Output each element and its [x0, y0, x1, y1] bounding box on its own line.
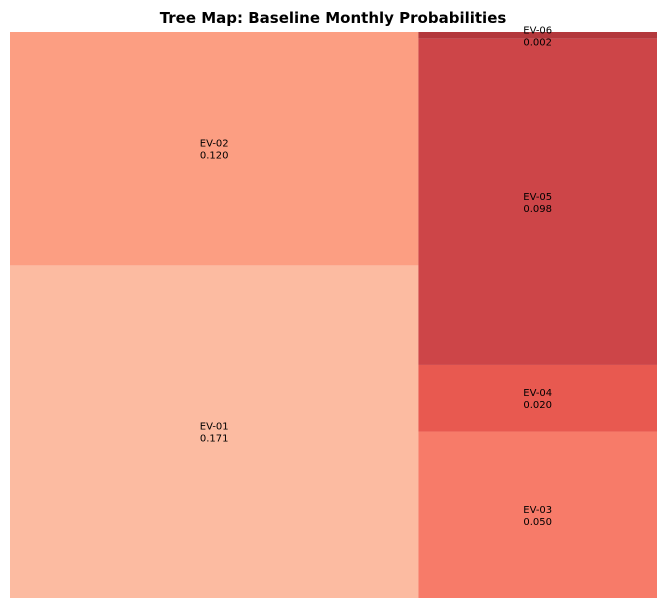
tile-value-ev-01: 0.171	[200, 434, 229, 445]
treemap-tiles: EV-010.171 EV-020.120 EV-030.050 EV-040.020…	[10, 25, 657, 598]
tile-value-ev-05: 0.098	[523, 204, 552, 215]
tile-value-ev-04: 0.020	[523, 400, 552, 411]
tile-value-ev-03: 0.050	[523, 517, 552, 528]
tile-ev-01	[10, 265, 419, 598]
tile-label-ev-05: EV-05	[523, 192, 552, 203]
tile-value-ev-02: 0.120	[200, 151, 229, 162]
tile-ev-06	[418, 32, 657, 39]
tile-value-ev-06: 0.002	[523, 37, 552, 48]
tile-label-ev-02: EV-02	[200, 139, 229, 150]
tile-label-ev-03: EV-03	[523, 505, 552, 516]
tile-label-ev-06: EV-06	[523, 25, 552, 36]
tile-ev-05	[418, 38, 657, 365]
tile-ev-02	[10, 32, 419, 266]
tile-ev-04	[418, 364, 657, 432]
tile-ev-03	[418, 431, 657, 598]
tile-label-ev-04: EV-04	[523, 388, 552, 399]
tile-label-ev-01: EV-01	[200, 422, 229, 433]
chart-title: Tree Map: Baseline Monthly Probabilities	[160, 9, 507, 27]
